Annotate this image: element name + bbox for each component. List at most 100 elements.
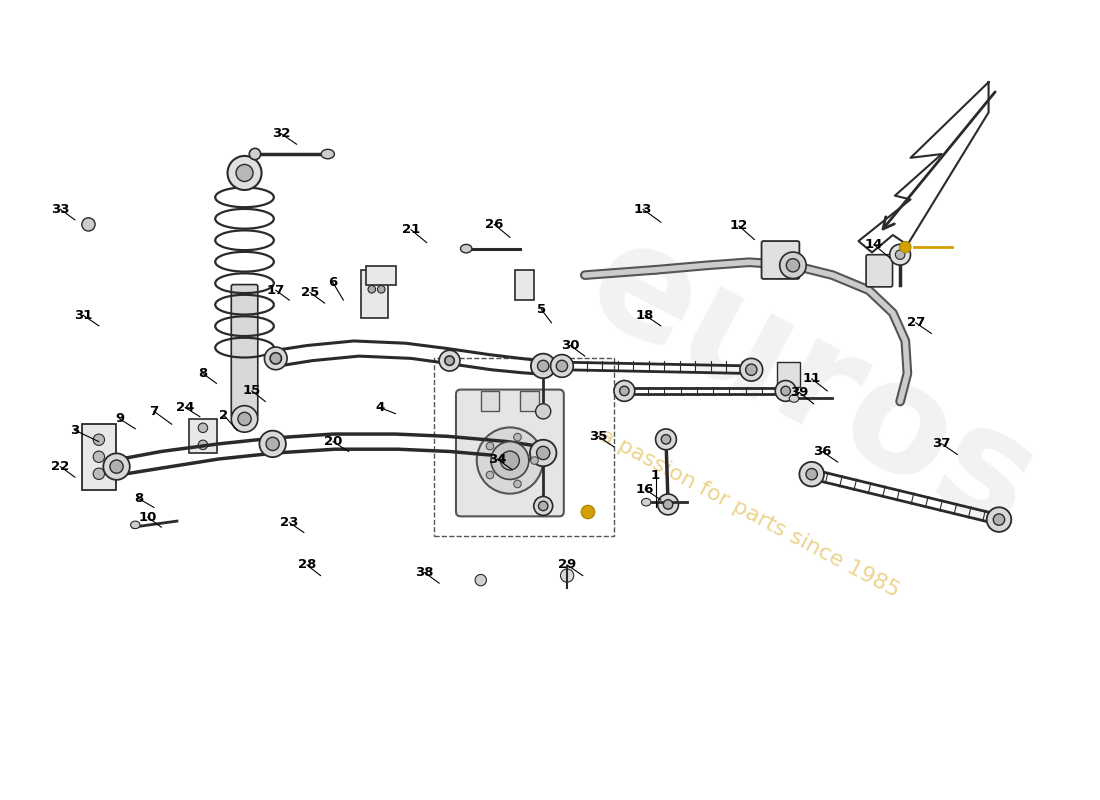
- Circle shape: [264, 347, 287, 370]
- Circle shape: [557, 360, 568, 372]
- Text: 30: 30: [561, 339, 580, 352]
- Text: 15: 15: [243, 385, 261, 398]
- Ellipse shape: [641, 498, 651, 506]
- Circle shape: [368, 286, 375, 293]
- Circle shape: [663, 500, 673, 509]
- Circle shape: [260, 430, 286, 457]
- Circle shape: [444, 356, 454, 366]
- Text: 33: 33: [51, 202, 69, 216]
- Text: 10: 10: [139, 511, 157, 524]
- Text: 21: 21: [402, 223, 420, 236]
- Circle shape: [800, 462, 824, 486]
- Text: 23: 23: [280, 516, 298, 529]
- Text: 27: 27: [906, 316, 925, 330]
- Text: 17: 17: [266, 284, 285, 297]
- Circle shape: [81, 218, 95, 231]
- Text: 16: 16: [636, 483, 654, 496]
- Circle shape: [780, 252, 806, 278]
- FancyBboxPatch shape: [81, 424, 116, 490]
- Circle shape: [486, 471, 494, 478]
- Text: 34: 34: [488, 453, 507, 466]
- Text: 25: 25: [301, 286, 319, 299]
- Circle shape: [266, 438, 279, 450]
- Circle shape: [895, 250, 905, 259]
- Text: 8: 8: [134, 492, 143, 505]
- Circle shape: [94, 468, 104, 479]
- Text: 8: 8: [198, 367, 208, 380]
- FancyBboxPatch shape: [778, 362, 800, 387]
- Circle shape: [530, 457, 538, 464]
- Circle shape: [377, 286, 385, 293]
- Circle shape: [561, 569, 574, 582]
- Circle shape: [238, 412, 251, 426]
- Circle shape: [231, 406, 257, 432]
- Circle shape: [198, 440, 208, 450]
- Circle shape: [806, 469, 817, 480]
- Circle shape: [740, 358, 762, 381]
- Text: 5: 5: [537, 302, 546, 316]
- Text: 13: 13: [634, 202, 652, 216]
- Circle shape: [110, 460, 123, 474]
- Circle shape: [539, 502, 548, 510]
- Circle shape: [614, 381, 635, 402]
- Circle shape: [993, 514, 1004, 526]
- Text: 6: 6: [329, 276, 338, 289]
- Text: 36: 36: [813, 445, 832, 458]
- Circle shape: [890, 244, 911, 265]
- Text: 37: 37: [933, 438, 950, 450]
- Circle shape: [987, 507, 1011, 532]
- Text: 11: 11: [803, 372, 821, 386]
- Text: 22: 22: [52, 460, 69, 473]
- FancyBboxPatch shape: [515, 270, 534, 300]
- Text: 26: 26: [485, 218, 504, 231]
- Ellipse shape: [321, 150, 334, 158]
- Circle shape: [271, 353, 282, 364]
- Text: a passion for parts since 1985: a passion for parts since 1985: [596, 426, 903, 602]
- Circle shape: [486, 442, 494, 450]
- Text: 35: 35: [590, 430, 607, 443]
- FancyBboxPatch shape: [362, 270, 388, 318]
- Circle shape: [236, 165, 253, 182]
- Text: 3: 3: [70, 424, 79, 437]
- FancyBboxPatch shape: [761, 241, 800, 279]
- Circle shape: [534, 497, 552, 515]
- Text: 12: 12: [729, 219, 748, 233]
- Circle shape: [658, 494, 679, 515]
- Circle shape: [781, 386, 791, 396]
- Ellipse shape: [461, 244, 472, 253]
- Circle shape: [537, 446, 550, 459]
- Circle shape: [551, 354, 573, 378]
- Circle shape: [198, 423, 208, 433]
- Circle shape: [476, 427, 543, 494]
- FancyBboxPatch shape: [520, 390, 539, 411]
- Text: 24: 24: [176, 401, 195, 414]
- Text: 7: 7: [150, 405, 158, 418]
- Circle shape: [514, 480, 521, 488]
- Circle shape: [581, 506, 595, 518]
- Circle shape: [491, 442, 529, 479]
- Text: 39: 39: [790, 386, 808, 399]
- Circle shape: [538, 360, 549, 372]
- Circle shape: [250, 148, 261, 160]
- Text: 9: 9: [116, 413, 124, 426]
- Text: euros: euros: [563, 206, 1060, 564]
- FancyBboxPatch shape: [481, 390, 499, 411]
- Circle shape: [661, 434, 671, 444]
- Circle shape: [514, 434, 521, 441]
- Circle shape: [228, 156, 262, 190]
- Circle shape: [786, 258, 800, 272]
- Circle shape: [900, 242, 911, 253]
- Text: 32: 32: [272, 127, 290, 140]
- Circle shape: [500, 451, 519, 470]
- Ellipse shape: [790, 394, 799, 402]
- Text: 28: 28: [298, 558, 316, 571]
- Text: 1: 1: [651, 469, 660, 482]
- Circle shape: [94, 451, 104, 462]
- Text: 31: 31: [74, 309, 92, 322]
- FancyBboxPatch shape: [189, 419, 217, 454]
- Text: 14: 14: [865, 238, 883, 251]
- Text: 38: 38: [416, 566, 433, 579]
- Text: 4: 4: [375, 401, 384, 414]
- Text: 2: 2: [219, 409, 229, 422]
- Circle shape: [619, 386, 629, 396]
